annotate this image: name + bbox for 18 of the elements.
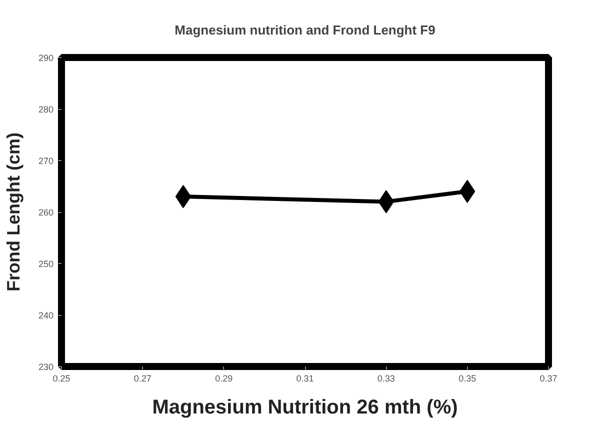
y-tick-label: 240 — [38, 310, 54, 320]
y-tick-label: 230 — [38, 362, 54, 372]
x-tick-label: 0.29 — [215, 374, 233, 384]
y-tick-label: 250 — [38, 259, 54, 269]
x-tick-label: 0.37 — [540, 374, 558, 384]
y-tick-label: 290 — [38, 53, 54, 63]
x-tick-label: 0.27 — [134, 374, 152, 384]
point — [175, 185, 192, 208]
y-tick-label: 270 — [38, 156, 54, 166]
x-tick-label: 0.33 — [377, 374, 395, 384]
x-axis-title: Magnesium Nutrition 26 mth (%) — [152, 396, 458, 418]
x-tick-label: 0.25 — [52, 374, 70, 384]
x-tick-label: 0.35 — [458, 374, 476, 384]
y-axis-title: Frond Lenght (cm) — [3, 132, 24, 292]
y-tick-label: 260 — [38, 208, 54, 218]
chart-title: Magnesium nutrition and Frond Lenght F9 — [174, 22, 436, 38]
y-tick-label: 280 — [38, 104, 54, 114]
x-tick-label: 0.31 — [296, 374, 314, 384]
